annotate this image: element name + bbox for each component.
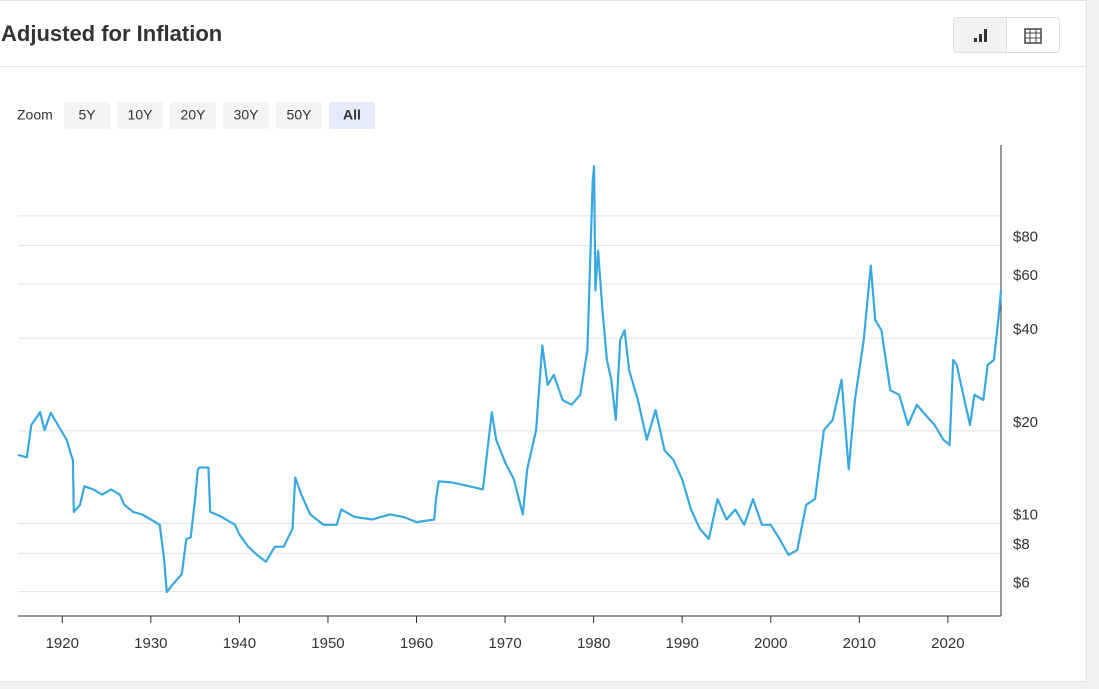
zoom-button[interactable] xyxy=(223,102,269,129)
zoom-label: Zoom xyxy=(17,107,53,123)
zoom-button[interactable] xyxy=(117,102,163,129)
x-tick-label: 1940 xyxy=(223,635,256,652)
price-line xyxy=(17,165,1003,594)
x-tick-label: 2010 xyxy=(843,635,876,652)
x-tick-label: 1930 xyxy=(134,635,167,652)
y-tick-label: $8 xyxy=(1013,536,1030,553)
zoom-button[interactable] xyxy=(329,102,375,129)
zoom-button[interactable] xyxy=(64,102,110,129)
header: Adjusted for Inflation xyxy=(0,1,1086,67)
y-tick-label: $20 xyxy=(1013,414,1038,431)
table-view-button[interactable] xyxy=(1006,17,1060,53)
y-tick-label: $80 xyxy=(1013,229,1038,246)
x-tick-label: 1950 xyxy=(311,635,344,652)
x-tick-label: 2020 xyxy=(931,635,964,652)
icon xyxy=(1024,28,1042,44)
x-tick-label: 1920 xyxy=(46,635,79,652)
zoom-button-label[interactable]: 5Y xyxy=(78,107,96,123)
x-tick-label: 1980 xyxy=(577,635,610,652)
x-tick-label: 1960 xyxy=(400,635,433,652)
zoom-button[interactable] xyxy=(276,102,322,129)
y-tick-label: $10 xyxy=(1013,506,1038,523)
x-tick-label: 1990 xyxy=(666,635,699,652)
chart-title: Adjusted for Inflation xyxy=(1,21,223,46)
chart-view-button[interactable] xyxy=(953,17,1007,53)
y-tick-label: $40 xyxy=(1013,321,1038,338)
zoom-button-label[interactable]: 30Y xyxy=(234,107,260,123)
zoom-button-label[interactable]: 20Y xyxy=(181,107,207,123)
zoom-button[interactable] xyxy=(170,102,216,129)
zoom-button-label[interactable]: All xyxy=(343,107,361,123)
y-tick-label: $6 xyxy=(1013,575,1030,592)
icon xyxy=(974,29,987,42)
zoom-button-label[interactable]: 10Y xyxy=(128,107,154,123)
y-tick-label: $60 xyxy=(1013,267,1038,284)
x-tick-label: 1970 xyxy=(488,635,521,652)
zoom-button-label[interactable]: 50Y xyxy=(287,107,313,123)
x-tick-label: 2000 xyxy=(754,635,787,652)
